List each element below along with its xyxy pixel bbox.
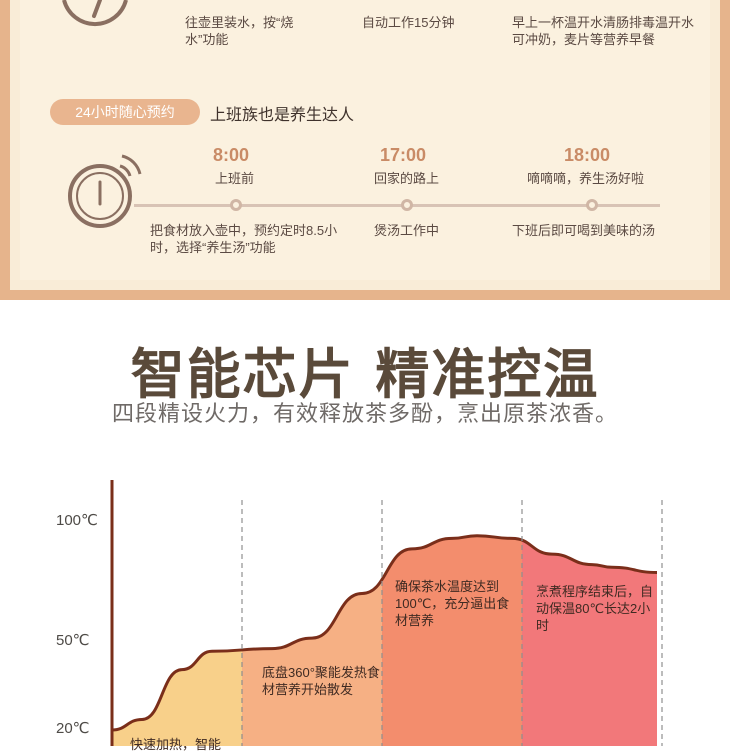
row2-step3-text: 下班后即可喝到美味的汤 — [512, 223, 656, 238]
clock-icon — [62, 0, 128, 27]
phase-label: 底盘360°聚能发热食材营养开始散发 — [262, 665, 380, 697]
phase-area — [112, 535, 242, 746]
phase-label: 确保茶水温度达到100℃，充分逼出食材营养 — [395, 579, 510, 628]
appointment-badge: 24小时随心预约 — [50, 99, 200, 125]
time-18: 18:00 — [564, 145, 611, 165]
section-title: 智能芯片 精准控温 — [130, 342, 600, 406]
section-subtitle: 四段精设火力，有效释放茶多酚，烹出原茶浓香。 — [111, 402, 618, 427]
timeline-line — [134, 204, 660, 207]
tagline: 上班族也是养生达人 — [210, 107, 355, 124]
alarm-clock-icon — [68, 154, 142, 228]
time-caption: 上班前 — [215, 171, 255, 186]
phase-label: 快速加热，智能 — [130, 737, 222, 752]
y-tick-label: 20℃ — [56, 720, 90, 737]
y-tick-label: 50℃ — [56, 632, 90, 649]
y-tick-label: 100℃ — [56, 512, 98, 529]
timeline-dot — [586, 199, 598, 211]
temperature-curve — [111, 534, 658, 732]
schedule-panel-inner — [20, 0, 710, 280]
row1-step1-text: 往壶里装水，按“烧水”功能 — [185, 15, 294, 47]
time-caption: 嘀嘀嘀，养生汤好啦 — [527, 171, 645, 186]
time-caption: 回家的路上 — [374, 171, 440, 186]
phase-label: 烹煮程序结束后，自动保温80℃长达2小时 — [536, 584, 654, 633]
phase-area — [382, 535, 522, 746]
row2-step1-text: 把食材放入壶中，预约定时8.5小时，选择“养生汤”功能 — [150, 223, 338, 255]
phase-area — [242, 535, 382, 746]
row2-step2-text: 煲汤工作中 — [374, 223, 440, 238]
row1-step2-text: 自动工作15分钟 — [362, 15, 455, 30]
schedule-panel: 往壶里装水，按“烧水”功能 自动工作15分钟 早上一杯温开水清肠排毒温开水可冲奶… — [0, 0, 730, 300]
row1-step3-text: 早上一杯温开水清肠排毒温开水可冲奶，麦片等营养早餐 — [512, 15, 695, 47]
timeline-dot — [401, 199, 413, 211]
time-8: 8:00 — [213, 145, 250, 165]
timeline-dot — [230, 199, 242, 211]
time-17: 17:00 — [380, 145, 427, 165]
